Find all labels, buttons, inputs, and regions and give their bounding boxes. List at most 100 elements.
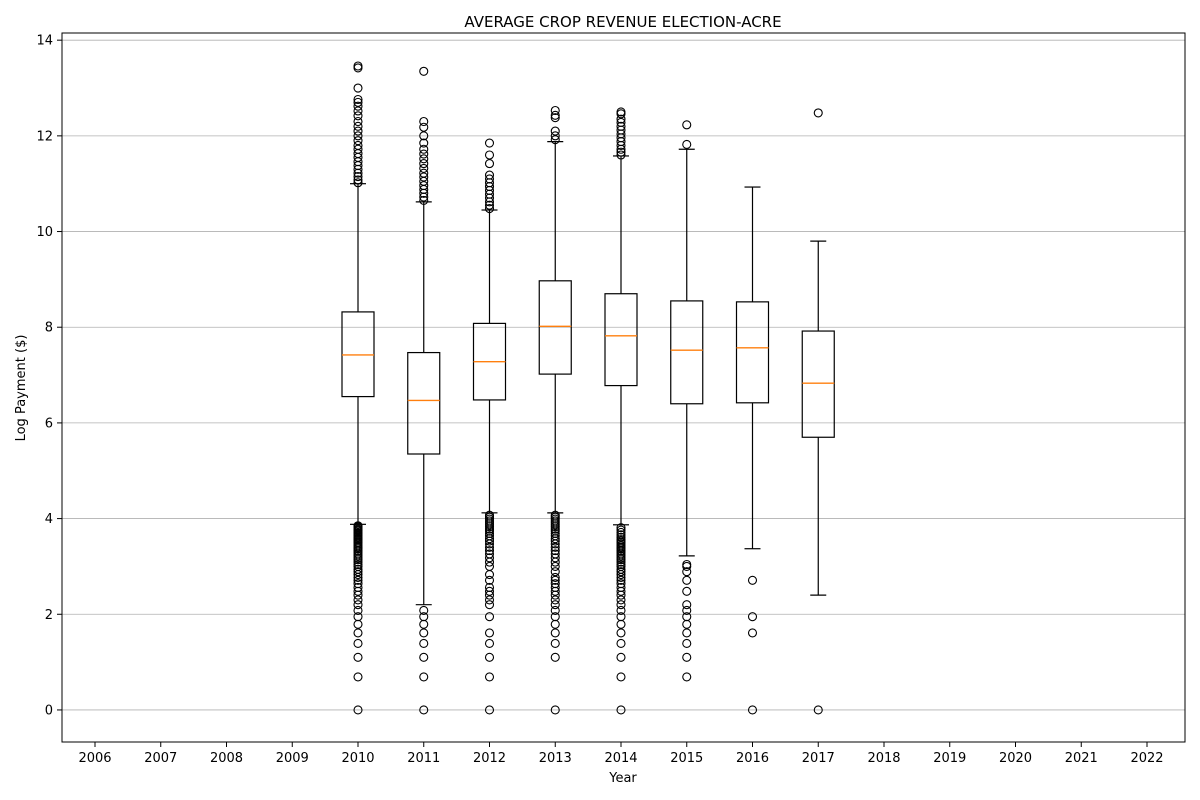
plot-frame bbox=[61, 32, 1186, 743]
box-2013 bbox=[538, 105, 572, 715]
outlier-point bbox=[616, 612, 626, 622]
outlier-point bbox=[419, 652, 429, 662]
outlier-point bbox=[353, 106, 363, 116]
outlier-point bbox=[419, 672, 429, 682]
y-tick-label: 12 bbox=[36, 129, 53, 144]
x-tick-label: 2017 bbox=[802, 751, 835, 766]
outlier-point bbox=[550, 528, 560, 538]
outlier-point bbox=[484, 600, 495, 610]
outlier-point bbox=[419, 619, 429, 629]
x-axis-ticks: 2006 2007 2008 2009 2010 2011 2012 2013 2014 2015… bbox=[78, 742, 1164, 766]
outlier-point bbox=[550, 652, 560, 662]
iqr-box bbox=[538, 280, 572, 375]
outlier-point bbox=[616, 109, 626, 119]
outlier-point bbox=[616, 575, 626, 585]
outlier-point bbox=[353, 575, 363, 585]
outlier-point bbox=[616, 600, 626, 610]
box-2011 bbox=[407, 66, 441, 715]
outlier-point bbox=[353, 595, 363, 605]
outlier-point bbox=[682, 586, 692, 596]
x-tick-label: 2012 bbox=[473, 751, 506, 766]
outlier-point bbox=[616, 672, 626, 682]
outlier-point bbox=[484, 159, 495, 169]
outlier-point bbox=[747, 612, 758, 622]
outlier-point bbox=[484, 672, 495, 682]
outlier-point bbox=[550, 126, 560, 136]
outlier-point bbox=[616, 582, 626, 593]
outlier-point bbox=[419, 195, 429, 205]
outlier-point bbox=[682, 561, 692, 571]
x-tick-label: 2018 bbox=[867, 751, 900, 766]
outlier-point bbox=[682, 575, 692, 585]
outlier-point bbox=[353, 178, 363, 188]
outlier-point bbox=[353, 63, 363, 73]
outlier-point bbox=[550, 531, 560, 541]
outlier-point bbox=[616, 107, 626, 117]
outlier-point bbox=[353, 121, 363, 131]
box-2015 bbox=[670, 120, 704, 682]
box-2014 bbox=[604, 107, 638, 715]
outlier-point bbox=[484, 575, 495, 585]
outlier-point bbox=[353, 567, 363, 577]
outlier-point bbox=[353, 619, 363, 629]
outlier-point bbox=[353, 144, 363, 154]
x-tick-label: 2022 bbox=[1130, 751, 1163, 766]
outlier-point bbox=[550, 105, 560, 116]
x-tick-label: 2007 bbox=[144, 751, 177, 766]
y-tick-label: 4 bbox=[45, 512, 53, 527]
outlier-point bbox=[353, 175, 363, 185]
x-tick-label: 2013 bbox=[539, 751, 572, 766]
outlier-point bbox=[484, 612, 495, 622]
box-2010 bbox=[341, 61, 375, 715]
x-tick-label: 2021 bbox=[1065, 751, 1098, 766]
y-tick-label: 10 bbox=[36, 225, 53, 240]
outlier-point bbox=[419, 163, 429, 173]
outlier-point bbox=[616, 595, 626, 605]
outlier-point bbox=[484, 561, 495, 571]
outlier-point bbox=[419, 612, 429, 622]
outlier-point bbox=[616, 705, 626, 715]
outlier-point bbox=[484, 174, 495, 184]
outlier-point bbox=[353, 672, 363, 682]
x-tick-label: 2020 bbox=[999, 751, 1032, 766]
outlier-point bbox=[353, 140, 363, 150]
outlier-point bbox=[353, 559, 363, 570]
outlier-point bbox=[484, 138, 495, 148]
outlier-point bbox=[550, 595, 560, 605]
outlier-point bbox=[484, 170, 495, 180]
outlier-point bbox=[353, 136, 363, 146]
outlier-point bbox=[353, 628, 363, 638]
outlier-point bbox=[353, 638, 363, 648]
iqr-box bbox=[407, 351, 441, 455]
outlier-point bbox=[682, 567, 692, 577]
outlier-point bbox=[550, 575, 560, 585]
outlier-point bbox=[550, 110, 560, 120]
outlier-point bbox=[616, 147, 626, 157]
outlier-point bbox=[616, 564, 626, 574]
outlier-point bbox=[616, 567, 626, 577]
outlier-point bbox=[550, 553, 560, 563]
outlier-point bbox=[419, 605, 429, 615]
chart-title: AVERAGE CROP REVENUE ELECTION-ACRE bbox=[464, 13, 781, 31]
iqr-box bbox=[604, 293, 638, 387]
outlier-point bbox=[484, 582, 495, 593]
outlier-point bbox=[550, 619, 560, 629]
x-tick-label: 2011 bbox=[407, 751, 440, 766]
outlier-point bbox=[682, 619, 692, 629]
outlier-point bbox=[550, 612, 560, 622]
iqr-box bbox=[670, 300, 704, 405]
outlier-point bbox=[353, 582, 363, 593]
box-2012 bbox=[472, 138, 507, 715]
outlier-point bbox=[484, 531, 495, 541]
iqr-box bbox=[735, 301, 770, 404]
outlier-point bbox=[550, 579, 560, 589]
iqr-box bbox=[341, 311, 375, 398]
outlier-point bbox=[616, 638, 626, 648]
outlier-point bbox=[484, 628, 495, 638]
outlier-point bbox=[550, 567, 560, 577]
outlier-point bbox=[682, 672, 692, 682]
outlier-point bbox=[484, 705, 495, 715]
outlier-point bbox=[353, 83, 363, 93]
outlier-point bbox=[419, 66, 429, 76]
